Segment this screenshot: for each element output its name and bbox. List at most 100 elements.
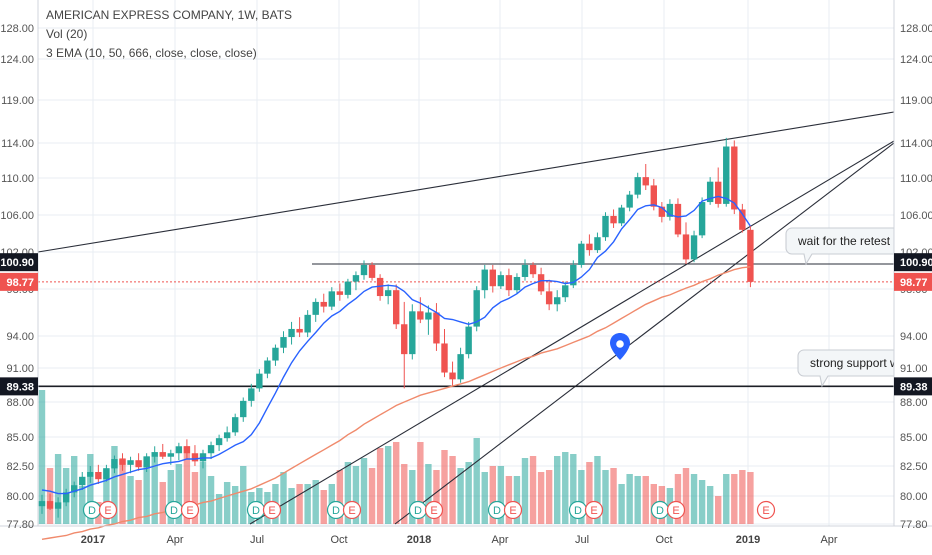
candle-body[interactable] xyxy=(586,243,593,251)
candle-body[interactable] xyxy=(191,453,199,462)
trend-line[interactable] xyxy=(249,140,895,525)
earnings-badge[interactable]: E xyxy=(666,500,686,520)
candle-body[interactable] xyxy=(642,177,649,186)
candle-body[interactable] xyxy=(449,372,456,380)
candle-body[interactable] xyxy=(368,264,376,278)
earnings-badge[interactable]: E xyxy=(584,500,604,520)
candle-body[interactable] xyxy=(159,452,166,457)
candle-body[interactable] xyxy=(465,326,472,355)
dividend-badge[interactable]: D xyxy=(82,500,102,520)
candle-body[interactable] xyxy=(401,324,408,355)
earnings-badge[interactable]: E xyxy=(180,500,200,520)
candle-body[interactable] xyxy=(296,328,303,333)
candle-body[interactable] xyxy=(215,438,223,446)
callout-support[interactable]: strong support wo xyxy=(797,349,906,388)
candle-body[interactable] xyxy=(336,291,344,295)
candle-body[interactable] xyxy=(505,275,513,291)
candle-body[interactable] xyxy=(554,297,561,305)
candle-body[interactable] xyxy=(352,275,360,282)
candle-body[interactable] xyxy=(666,203,674,217)
candle-body[interactable] xyxy=(272,347,279,361)
candle-body[interactable] xyxy=(739,209,746,230)
candle-body[interactable] xyxy=(135,460,142,468)
candle-body[interactable] xyxy=(103,468,110,480)
trend-line[interactable] xyxy=(37,111,895,253)
candle-body[interactable] xyxy=(95,472,102,480)
dividend-badge[interactable]: D xyxy=(487,500,507,520)
candle-body[interactable] xyxy=(618,207,625,224)
candle-body[interactable] xyxy=(570,264,577,286)
map-pin-icon[interactable] xyxy=(610,333,630,360)
candle-body[interactable] xyxy=(594,237,601,251)
candle-body[interactable] xyxy=(562,285,569,298)
candle-body[interactable] xyxy=(545,291,553,305)
dividend-badge[interactable]: D xyxy=(164,500,184,520)
earnings-badge[interactable]: E xyxy=(424,500,444,520)
candle-body[interactable] xyxy=(433,312,440,344)
candle-body[interactable] xyxy=(698,202,706,236)
candle-body[interactable] xyxy=(167,453,174,457)
candle-body[interactable] xyxy=(409,311,416,355)
candle-body[interactable] xyxy=(183,446,191,454)
candle-body[interactable] xyxy=(344,281,352,295)
candle-body[interactable] xyxy=(328,291,335,307)
candle-body[interactable] xyxy=(312,301,319,315)
candle-body[interactable] xyxy=(690,235,698,260)
candle-body[interactable] xyxy=(674,203,682,235)
candle-body[interactable] xyxy=(320,301,327,307)
candle-body[interactable] xyxy=(288,328,295,338)
candle-body[interactable] xyxy=(46,501,54,509)
trend-line[interactable] xyxy=(394,142,895,525)
candle-body[interactable] xyxy=(537,274,545,292)
candle-body[interactable] xyxy=(384,290,392,297)
candle-body[interactable] xyxy=(578,243,585,265)
candle-body[interactable] xyxy=(232,417,239,433)
earnings-badge[interactable]: E xyxy=(342,500,362,520)
candle-body[interactable] xyxy=(240,400,247,418)
candle-body[interactable] xyxy=(489,269,496,287)
candle-body[interactable] xyxy=(151,452,158,457)
candle-body[interactable] xyxy=(207,445,215,454)
candle-body[interactable] xyxy=(529,264,537,275)
candle-body[interactable] xyxy=(417,311,424,320)
candle-body[interactable] xyxy=(425,312,432,320)
candle-body[interactable] xyxy=(175,446,183,454)
candle-body[interactable] xyxy=(393,290,400,325)
candle-body[interactable] xyxy=(715,181,722,204)
candle-body[interactable] xyxy=(513,276,521,291)
earnings-badge[interactable]: E xyxy=(262,500,282,520)
candle-body[interactable] xyxy=(79,476,86,486)
candle-body[interactable] xyxy=(127,460,134,465)
candle-body[interactable] xyxy=(602,215,609,238)
candle-body[interactable] xyxy=(256,373,263,389)
candle-body[interactable] xyxy=(62,492,70,503)
dividend-badge[interactable]: D xyxy=(326,500,346,520)
candle-body[interactable] xyxy=(119,459,126,465)
candle-body[interactable] xyxy=(658,206,666,217)
candle-body[interactable] xyxy=(747,229,754,282)
candle-body[interactable] xyxy=(111,459,118,469)
candle-body[interactable] xyxy=(706,181,714,203)
candle-body[interactable] xyxy=(634,177,641,195)
candle-body[interactable] xyxy=(38,501,46,507)
candle-body[interactable] xyxy=(521,264,529,277)
candle-body[interactable] xyxy=(626,194,633,208)
candle-body[interactable] xyxy=(223,432,231,439)
earnings-badge[interactable]: E xyxy=(98,500,118,520)
callout-retest[interactable]: wait for the retest he xyxy=(785,227,907,266)
candle-body[interactable] xyxy=(71,485,78,493)
dividend-badge[interactable]: D xyxy=(246,500,266,520)
dividend-badge[interactable]: D xyxy=(650,500,670,520)
candle-body[interactable] xyxy=(481,269,488,291)
candle-body[interactable] xyxy=(360,264,368,276)
candle-body[interactable] xyxy=(610,215,617,224)
candle-body[interactable] xyxy=(441,343,448,373)
candle-body[interactable] xyxy=(723,146,730,204)
candle-body[interactable] xyxy=(87,472,94,477)
candle-body[interactable] xyxy=(143,456,150,468)
earnings-badge[interactable]: E xyxy=(756,500,776,520)
candle-body[interactable] xyxy=(264,360,271,374)
candle-body[interactable] xyxy=(457,354,464,380)
